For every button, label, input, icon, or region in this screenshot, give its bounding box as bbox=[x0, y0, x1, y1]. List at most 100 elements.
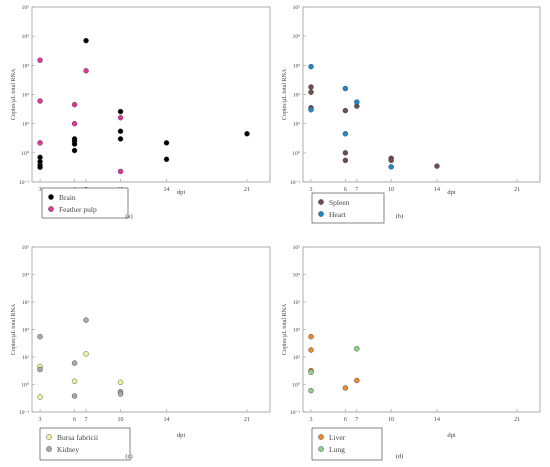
legend-box bbox=[41, 187, 129, 219]
data-point bbox=[244, 131, 250, 137]
y-tick-label: 10³ bbox=[22, 63, 30, 69]
y-axis-label: Copies/μL total RNA bbox=[282, 303, 288, 355]
data-point bbox=[342, 131, 349, 137]
data-point bbox=[117, 168, 124, 175]
data-point bbox=[83, 37, 89, 44]
data-point bbox=[117, 108, 124, 115]
legend-marker bbox=[318, 199, 324, 205]
y-tick-label: 10³ bbox=[293, 300, 301, 306]
legend-box bbox=[311, 192, 385, 224]
x-tick-label: 21 bbox=[514, 187, 520, 193]
plot-area-frame bbox=[31, 6, 271, 183]
y-tick-label: 10⁴ bbox=[22, 273, 30, 279]
y-tick-label: 10⁵ bbox=[22, 5, 30, 11]
data-point bbox=[308, 107, 314, 113]
data-point bbox=[37, 57, 43, 63]
data-point bbox=[117, 128, 124, 134]
data-point bbox=[117, 379, 124, 386]
data-point bbox=[388, 164, 394, 170]
y-tick-label: 10³ bbox=[22, 300, 30, 306]
legend-box bbox=[311, 427, 383, 461]
data-point bbox=[83, 317, 89, 323]
legend-marker bbox=[48, 206, 54, 212]
y-tick-label: 10⁻¹ bbox=[290, 410, 300, 416]
x-tick-label: 14 bbox=[434, 417, 440, 423]
panel-label: (c) bbox=[125, 453, 132, 460]
data-point bbox=[37, 98, 43, 104]
y-tick-label: 10⁴ bbox=[293, 273, 301, 279]
data-point bbox=[342, 385, 349, 391]
x-tick-label: 3 bbox=[310, 417, 313, 423]
x-tick-label: 14 bbox=[434, 187, 440, 193]
legend-marker bbox=[46, 434, 52, 440]
y-tick-label: 10⁻¹ bbox=[290, 180, 300, 186]
x-tick-label: 6 bbox=[73, 417, 76, 423]
y-tick-label: 10⁴ bbox=[293, 34, 301, 40]
plot-area-frame bbox=[31, 246, 271, 413]
panel-b: 10⁻¹ 10⁰ 10¹ 10² 10³ 10⁴ 10⁵ 3 6 7 10 14 21 dpi Copies… bbox=[282, 5, 541, 224]
y-tick-label: 10¹ bbox=[293, 355, 301, 361]
data-point bbox=[308, 369, 314, 375]
legend-label: Feather pulp bbox=[59, 205, 97, 214]
y-tick-label: 10⁰ bbox=[21, 382, 30, 389]
y-tick-label: 10⁰ bbox=[292, 150, 301, 157]
y-tick-label: 10⁵ bbox=[22, 245, 30, 251]
data-point bbox=[71, 393, 78, 399]
data-point bbox=[37, 394, 43, 400]
y-tick-label: 10⁰ bbox=[21, 150, 30, 157]
y-tick-label: 10¹ bbox=[22, 355, 30, 361]
data-point bbox=[308, 333, 314, 340]
data-point bbox=[117, 391, 124, 397]
x-tick-label: 3 bbox=[39, 417, 42, 423]
x-tick-label: 14 bbox=[164, 187, 170, 193]
panel-label: (d) bbox=[396, 453, 404, 460]
x-tick-label: 6 bbox=[344, 187, 347, 193]
data-point bbox=[37, 333, 43, 340]
y-tick-label: 10³ bbox=[293, 63, 301, 69]
x-axis-label: dpi bbox=[177, 432, 186, 439]
data-point bbox=[342, 157, 349, 164]
x-tick-label: 7 bbox=[85, 417, 88, 423]
legend-label: Lung bbox=[329, 445, 345, 454]
x-tick-label: 6 bbox=[344, 417, 347, 423]
y-tick-label: 10⁵ bbox=[293, 5, 301, 11]
data-point bbox=[308, 63, 314, 70]
data-point bbox=[342, 150, 349, 156]
data-point bbox=[308, 347, 314, 353]
plot-area-frame bbox=[302, 246, 541, 413]
legend-label: Liver bbox=[329, 433, 346, 442]
legend-marker bbox=[46, 446, 52, 452]
legend-box bbox=[39, 427, 131, 461]
y-tick-label: 10² bbox=[293, 93, 301, 99]
data-point bbox=[71, 378, 78, 385]
legend-label: Brain bbox=[59, 193, 76, 202]
y-tick-label: 10⁴ bbox=[22, 34, 30, 40]
data-point bbox=[308, 84, 314, 90]
data-point bbox=[71, 141, 78, 147]
x-tick-label: 14 bbox=[164, 417, 170, 423]
x-tick-label: 7 bbox=[355, 417, 358, 423]
legend-marker bbox=[318, 446, 324, 452]
x-axis-label: dpi bbox=[447, 189, 456, 196]
y-tick-label: 10¹ bbox=[22, 122, 30, 128]
y-tick-label: 10² bbox=[22, 328, 30, 334]
data-point bbox=[354, 377, 360, 384]
panel-a: 10⁻¹10⁰10¹10²10³10⁴10⁵367101421dpiCopies… bbox=[11, 5, 271, 220]
y-tick-label: 10² bbox=[22, 93, 30, 99]
y-tick-label: 10⁻¹ bbox=[19, 410, 29, 416]
legend-marker bbox=[318, 211, 324, 217]
data-point bbox=[37, 366, 43, 373]
panel-c: 10⁻¹ 10⁰ 10¹ 10² 10³ 10⁴ 10⁵ 3 6 7 10 14 21 dpi Copies… bbox=[11, 245, 271, 461]
data-point bbox=[37, 164, 43, 170]
data-point bbox=[83, 351, 89, 357]
legend-marker bbox=[48, 194, 54, 200]
y-axis-label: Copies/μL total RNA bbox=[282, 68, 288, 120]
plot-area-frame bbox=[302, 6, 541, 183]
x-tick-label: 10 bbox=[388, 187, 394, 193]
data-point bbox=[354, 346, 360, 352]
data-point bbox=[83, 68, 89, 74]
x-axis-label: dpi bbox=[177, 189, 186, 196]
x-tick-label: 21 bbox=[514, 417, 520, 423]
x-tick-label: 3 bbox=[310, 187, 313, 193]
